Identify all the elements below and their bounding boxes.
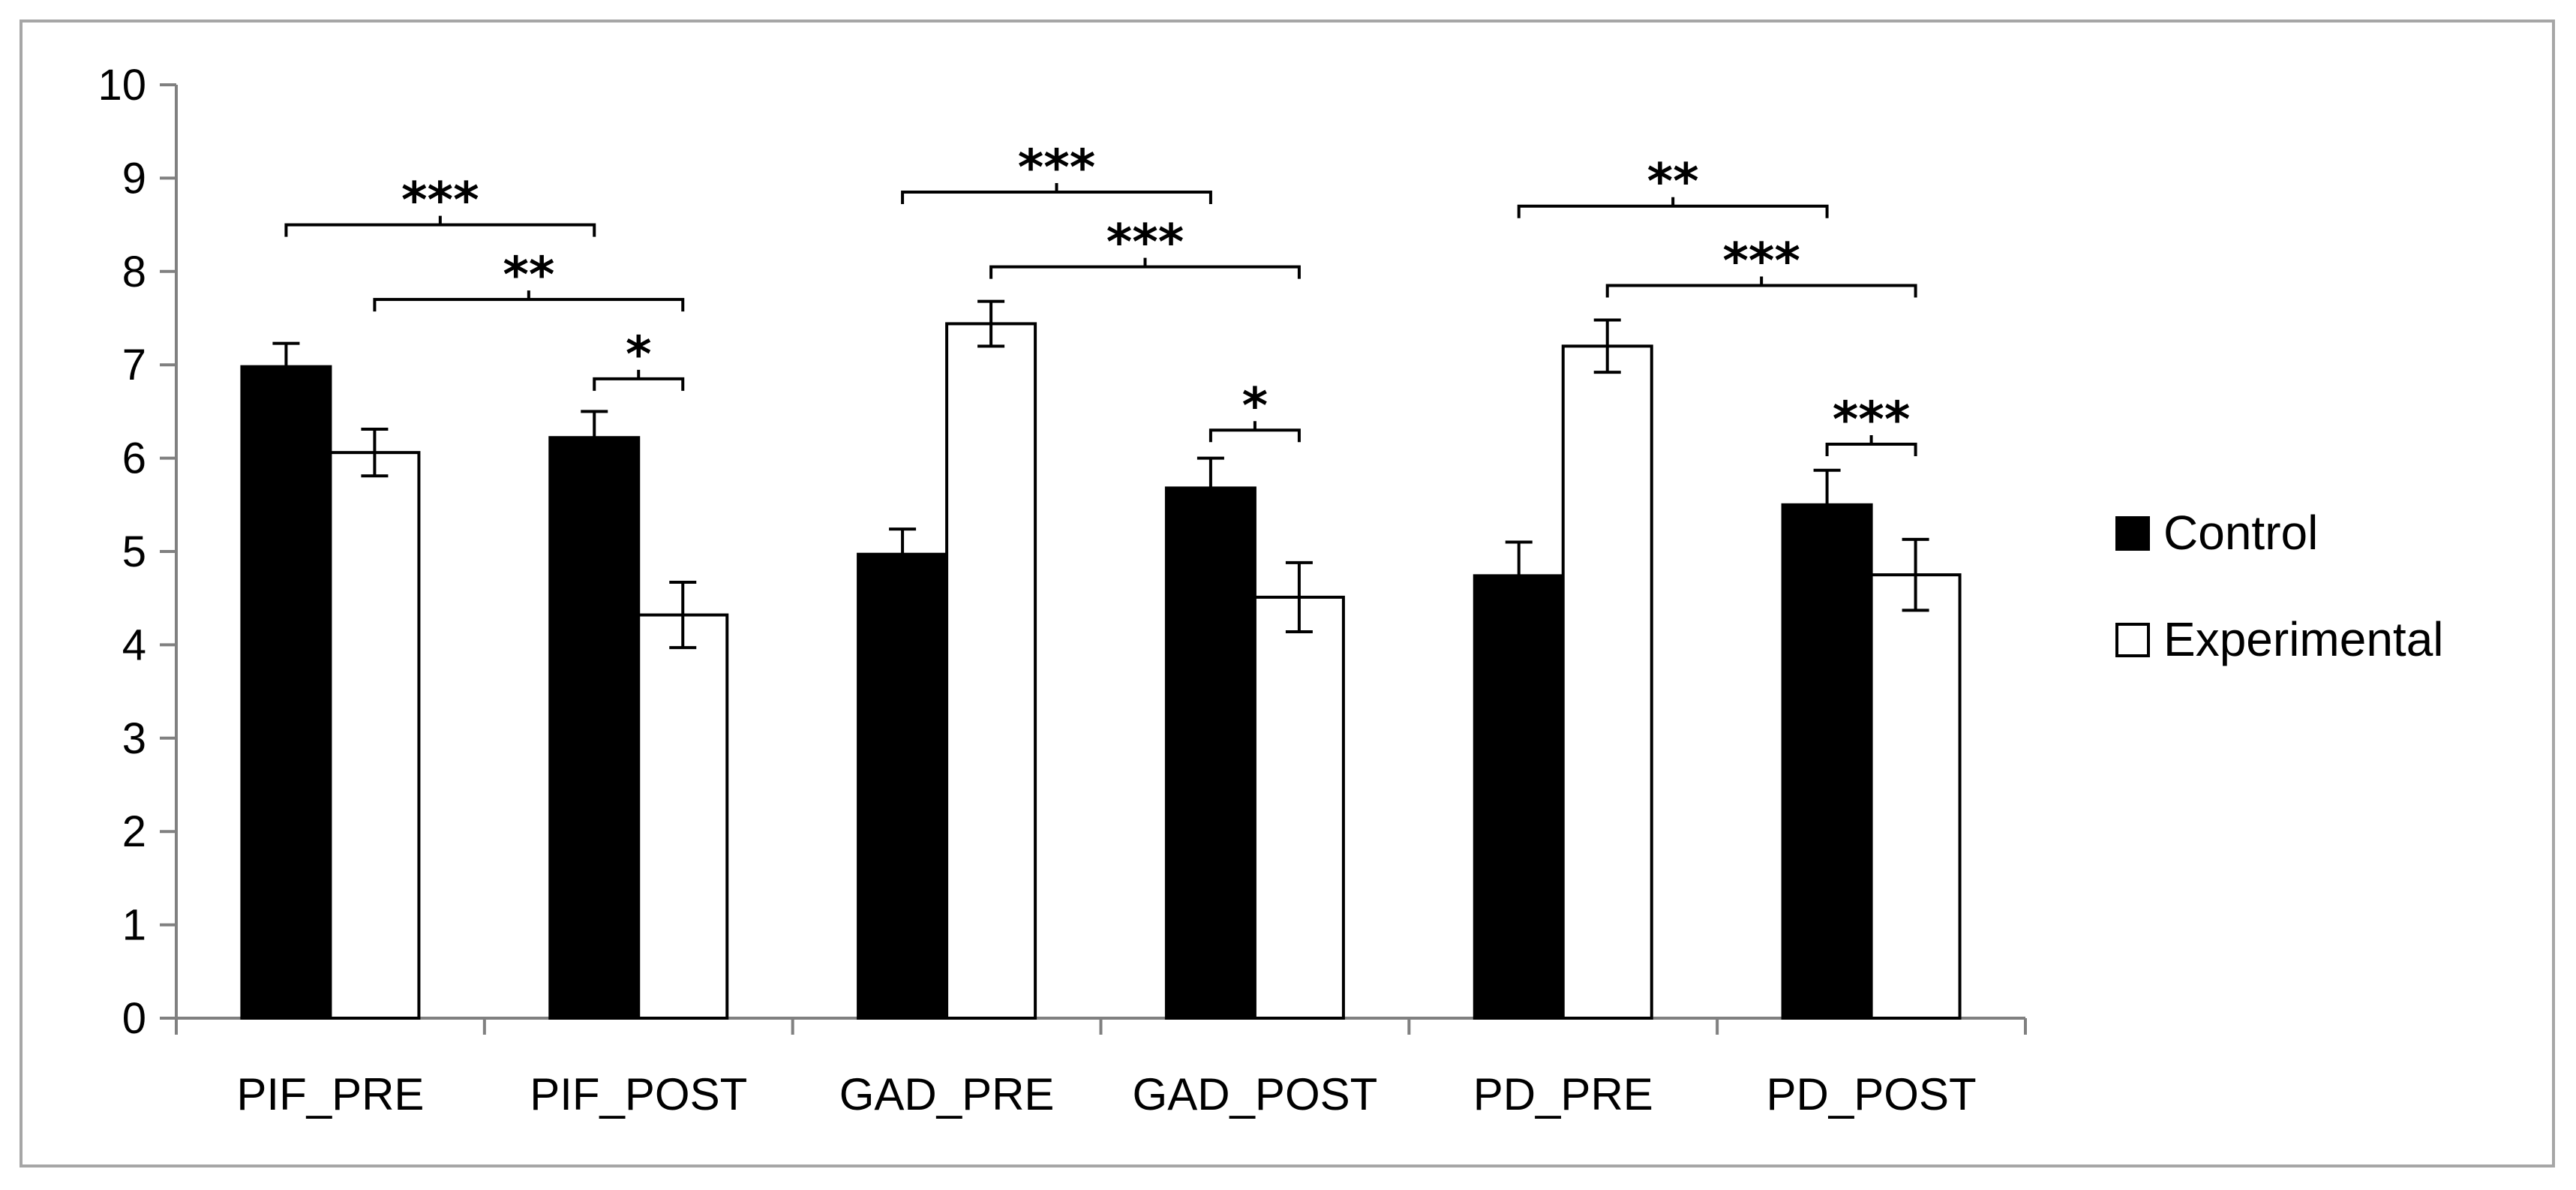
bar-experimental [1253,595,1345,1020]
y-tick-label: 0 [122,994,146,1043]
significance-label: * [626,326,652,383]
legend-label: Experimental [2163,612,2444,666]
x-tick-label: GAD_PRE [839,1069,1055,1119]
legend-label: Control [2163,506,2318,560]
significance-bracket [1208,421,1301,443]
significance-bracket [284,215,596,237]
significance-bracket [593,369,685,391]
significance-bracket [1605,276,1917,298]
bar-experimental [1561,344,1653,1020]
y-tick-label: 7 [122,341,146,389]
bar-control [240,365,332,1020]
y-tick-label: 6 [122,434,146,483]
significance-bracket [1517,197,1829,218]
x-tick-label: PD_POST [1767,1069,1977,1119]
y-tick-label: 2 [122,807,146,856]
y-tick-label: 10 [98,61,146,110]
significance-bracket [373,290,685,312]
bar-experimental [1869,573,1962,1020]
x-tick-label: PD_PRE [1473,1069,1653,1119]
significance-label: ** [1647,153,1699,211]
bar-control [857,552,949,1020]
bar-control [1781,503,1873,1020]
y-tick-label: 4 [122,621,146,669]
significance-label: *** [1833,391,1911,449]
legend-swatch-control [2115,516,2150,551]
significance-bracket [901,183,1212,205]
bar-control [1164,486,1256,1020]
legend-swatch-experimental [2115,623,2150,657]
x-tick-label: GAD_POST [1133,1069,1378,1119]
significance-bracket [989,257,1301,279]
y-tick-label: 3 [122,714,146,763]
x-tick-label: PIF_PRE [236,1069,424,1119]
y-tick-label: 9 [122,154,146,203]
y-tick-label: 8 [122,248,146,296]
bar-experimental [637,613,729,1020]
significance-label: *** [1018,139,1096,197]
bar-control [548,436,641,1020]
y-tick-label: 1 [122,901,146,950]
bar-experimental [945,322,1037,1020]
bar-control [1473,574,1565,1020]
significance-label: *** [1106,214,1184,272]
y-tick-label: 5 [122,527,146,576]
significance-label: ** [503,246,554,304]
significance-label: * [1242,377,1268,434]
significance-label: *** [1722,232,1800,290]
significance-label: *** [401,172,479,230]
bar-experimental [329,451,421,1020]
x-tick-label: PIF_POST [530,1069,747,1119]
significance-bracket [1825,434,1917,456]
